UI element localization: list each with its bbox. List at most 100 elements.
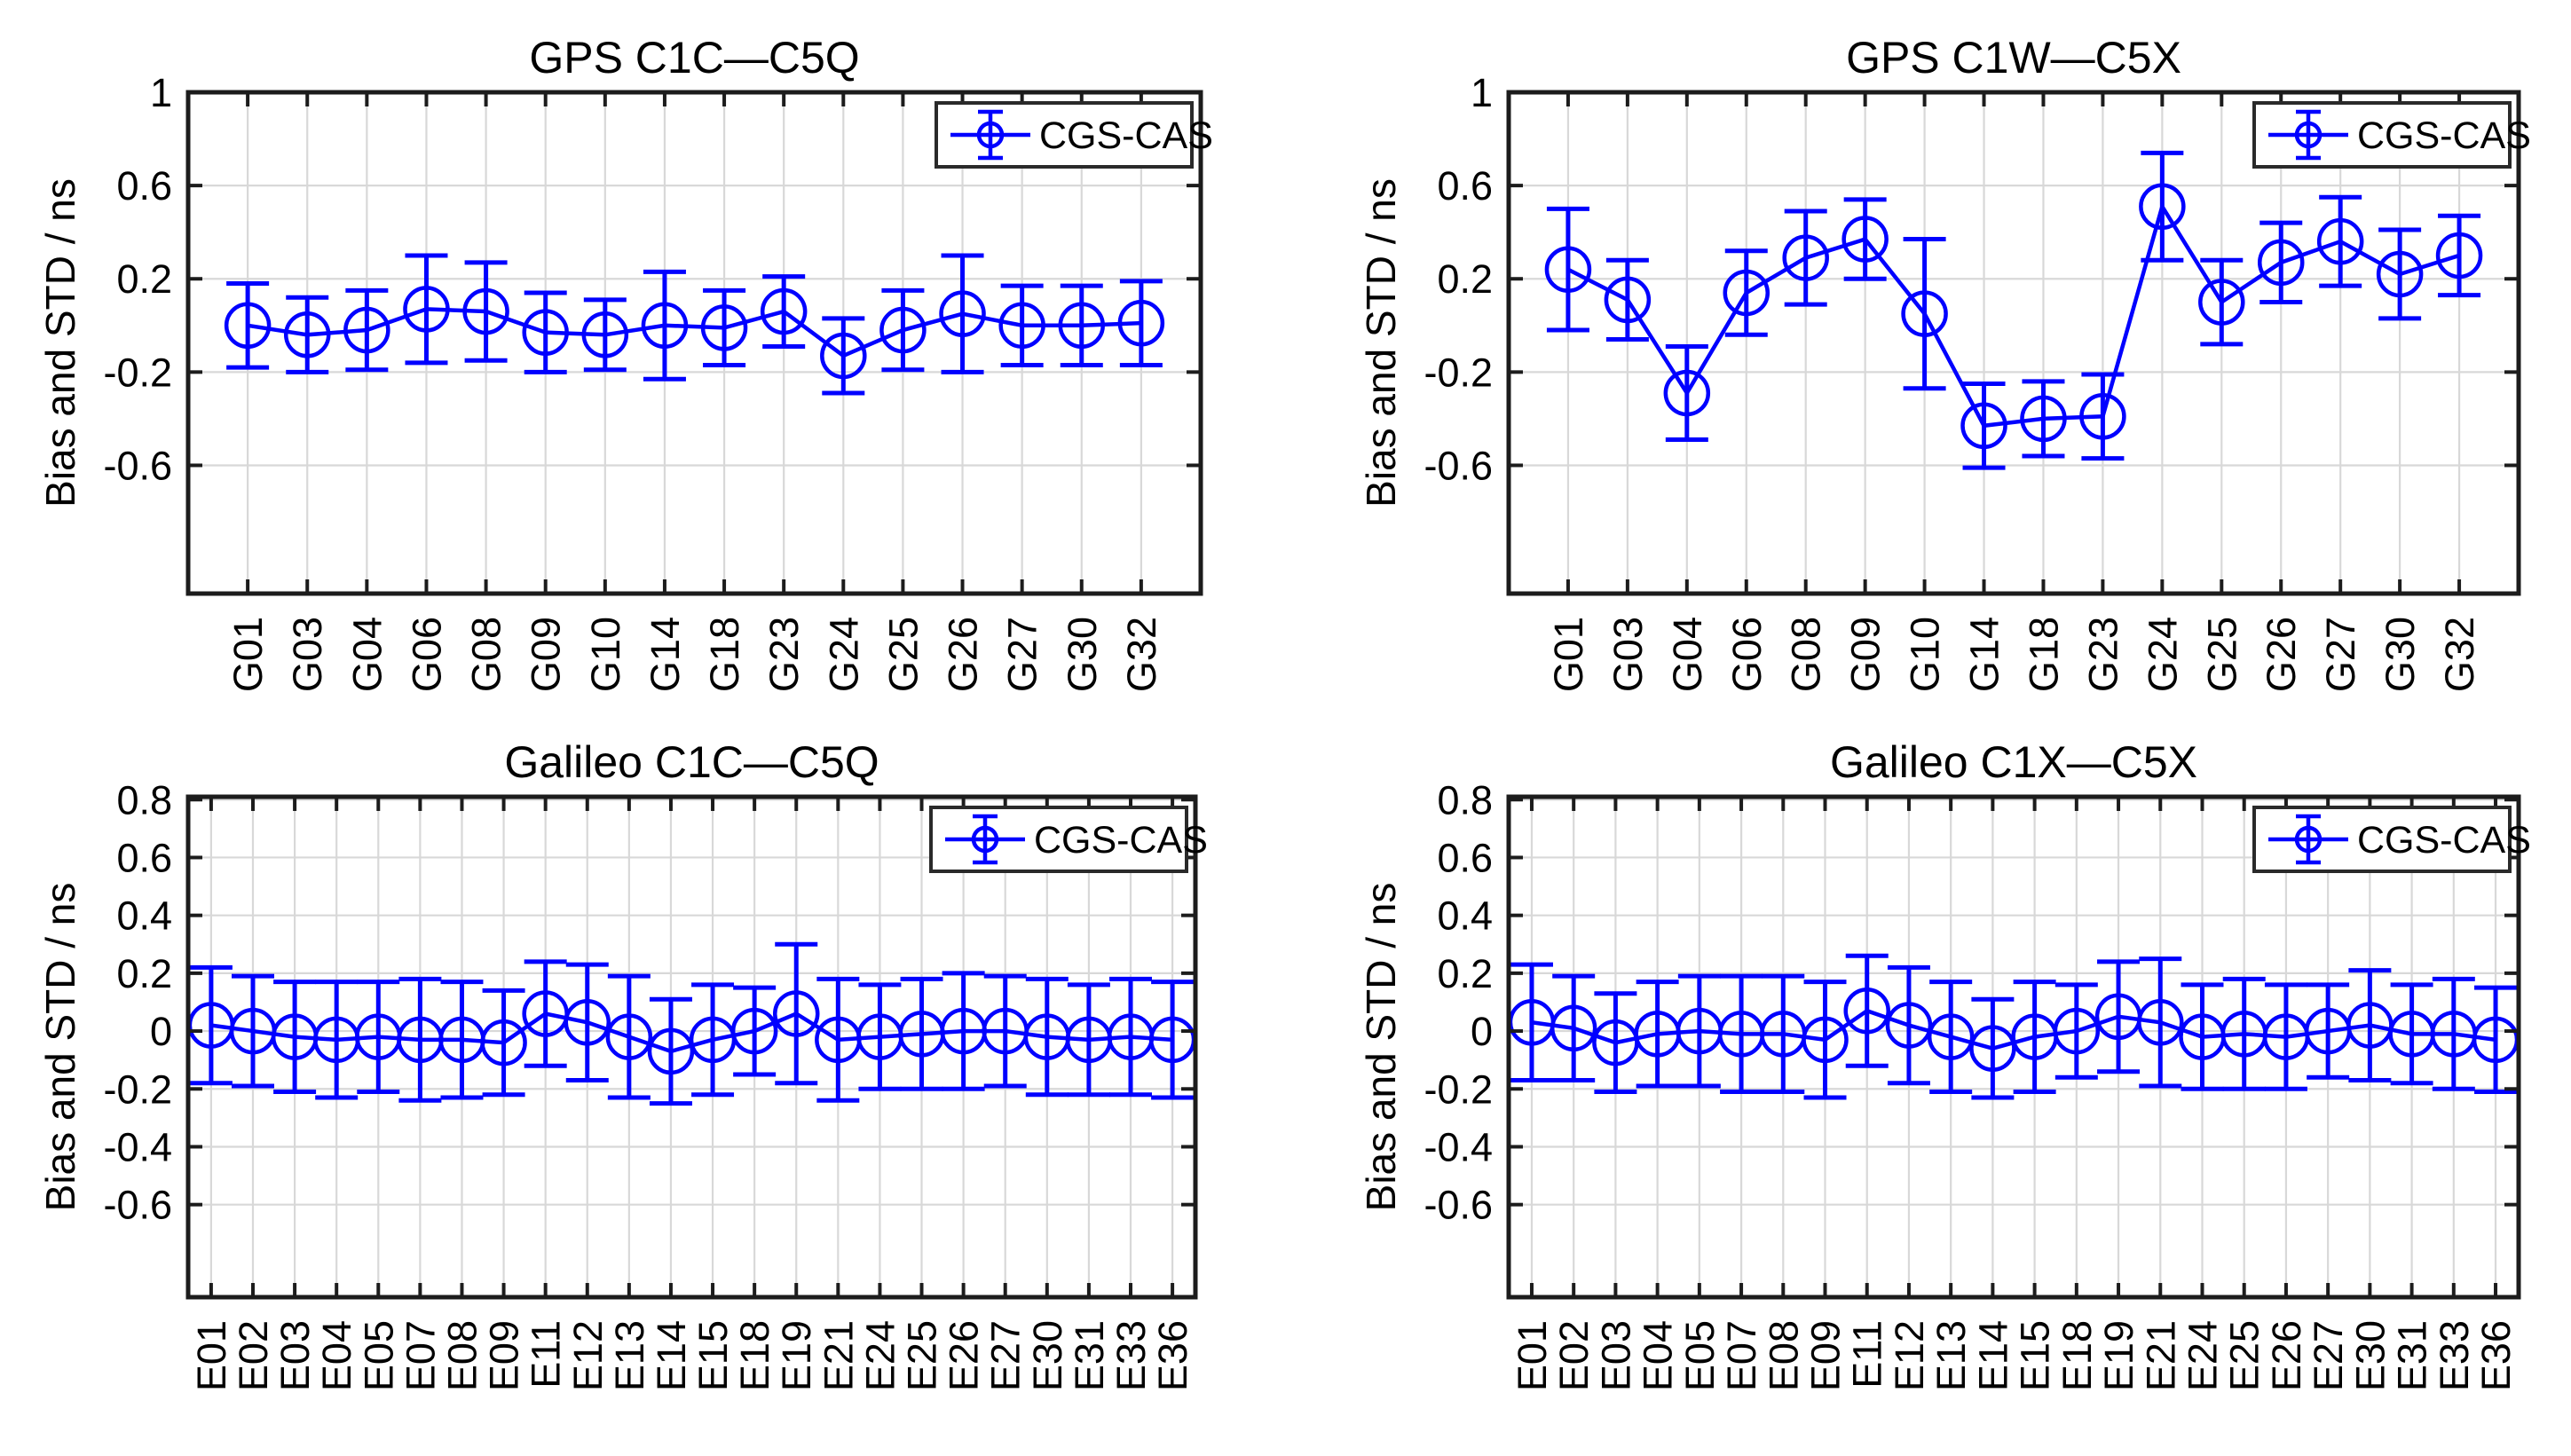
x-tick-label: G30: [1060, 617, 1105, 692]
y-tick-label: 1: [1471, 70, 1493, 115]
y-tick-label: -0.6: [103, 443, 172, 488]
x-tick-label: E26: [942, 1320, 987, 1391]
x-tick-label: G04: [344, 617, 390, 692]
x-tick-label: E02: [231, 1320, 276, 1391]
x-tick-label: E05: [1677, 1320, 1723, 1391]
x-tick-label: G25: [2199, 617, 2244, 692]
x-tick-label: G24: [821, 617, 866, 692]
y-tick-label: 0.2: [116, 951, 172, 996]
x-tick-label: E03: [1593, 1320, 1638, 1391]
x-tick-label: E08: [1761, 1320, 1806, 1391]
legend-label: CGS-CAS: [1034, 819, 1208, 862]
x-tick-label: E12: [1887, 1320, 1932, 1391]
x-tick-label: E19: [774, 1320, 819, 1391]
x-tick-label: G27: [1000, 617, 1045, 692]
tick-marks: [188, 797, 1195, 1297]
x-tick-label: E36: [1150, 1320, 1195, 1391]
data-series: [187, 941, 1196, 1106]
y-tick-labels: 0.8 0.6 0.4 0.2 0 -0.2 -0.4 -0.6: [1424, 777, 1493, 1227]
x-tick-label: G27: [2318, 617, 2363, 692]
x-tick-label: E02: [1551, 1320, 1597, 1391]
error-bars: [189, 941, 1195, 1106]
y-axis-label: Bias and STD / ns: [1358, 178, 1404, 508]
y-tick-labels: 1 0.6 0.2 -0.2 -0.6: [103, 70, 172, 488]
x-tick-label: E09: [482, 1320, 527, 1391]
legend-errorbar-icon: [950, 109, 1030, 161]
y-tick-label: 0.4: [116, 893, 172, 939]
x-tick-label: E25: [2222, 1320, 2267, 1391]
x-tick-label: E05: [356, 1320, 401, 1391]
y-tick-label: 0.6: [1437, 835, 1493, 880]
y-tick-label: 0.6: [116, 835, 172, 880]
plot-title: Galileo C1C—C5Q: [504, 737, 879, 787]
y-tick-label: 0.8: [1437, 777, 1493, 822]
x-tick-label: G18: [2021, 617, 2066, 692]
x-tick-label: G08: [1784, 617, 1829, 692]
axes: [185, 794, 1198, 1300]
legend-label: CGS-CAS: [2357, 114, 2531, 157]
y-tick-label: -0.2: [103, 350, 172, 395]
series-line: [247, 307, 1141, 358]
x-tick-label: G09: [524, 617, 569, 692]
x-tick-label: E11: [524, 1320, 569, 1389]
y-tick-label: -0.2: [1424, 350, 1493, 395]
x-tick-label: E33: [1108, 1320, 1154, 1391]
data-series: [224, 253, 1165, 396]
x-tick-label: E25: [900, 1320, 945, 1391]
x-tick-label: G26: [2259, 617, 2304, 692]
y-tick-label: -0.6: [103, 1183, 172, 1228]
y-axis-label: Bias and STD / ns: [37, 178, 83, 508]
y-tick-label: 0.6: [1437, 163, 1493, 209]
series-markers: [1508, 987, 2520, 1072]
x-tick-label: G32: [2437, 617, 2482, 692]
x-tick-label: E31: [2390, 1320, 2435, 1391]
y-tick-label: -0.6: [1424, 443, 1493, 488]
x-tick-label: E13: [607, 1320, 652, 1391]
x-tick-label: G01: [225, 617, 271, 692]
x-tick-label: G08: [464, 617, 509, 692]
x-tick-label: E13: [1928, 1320, 1974, 1391]
series-markers: [187, 990, 1196, 1075]
x-tick-labels: G01 G03 G04 G06 G08 G09 G10 G14 G18 G23 G24 G25 G26 G…: [225, 617, 1164, 692]
legend-errorbar-icon: [2268, 109, 2348, 161]
y-tick-label: 0.6: [116, 163, 172, 209]
y-tick-labels: 0.8 0.6 0.4 0.2 0 -0.2 -0.4 -0.6: [103, 777, 172, 1227]
x-tick-label: E33: [2432, 1320, 2477, 1391]
x-tick-label: E07: [398, 1320, 443, 1391]
y-axis-label: Bias and STD / ns: [1358, 883, 1404, 1212]
x-tick-label: G23: [2080, 617, 2125, 692]
legend-errorbar-icon: [945, 814, 1025, 865]
legend: CGS-CAS: [2252, 806, 2531, 873]
series-line: [1566, 201, 2460, 429]
plot-title: GPS C1W—C5X: [1846, 33, 2181, 83]
x-tick-label: E08: [439, 1320, 485, 1391]
x-tick-label: E18: [2054, 1320, 2100, 1391]
legend-label: CGS-CAS: [1039, 114, 1213, 157]
data-series: [1544, 150, 2483, 470]
y-tick-label: 0.2: [116, 256, 172, 302]
x-tick-label: E04: [314, 1320, 359, 1391]
y-tick-label: 0.8: [116, 777, 172, 822]
y-tick-label: 1: [150, 70, 172, 115]
x-tick-label: E24: [857, 1320, 903, 1391]
x-tick-label: E18: [732, 1320, 777, 1391]
y-tick-label: -0.4: [103, 1124, 172, 1169]
y-tick-label: 0.2: [1437, 951, 1493, 996]
x-tick-label: E27: [983, 1320, 1029, 1391]
x-tick-label: E27: [2306, 1320, 2351, 1391]
y-tick-label: -0.2: [103, 1066, 172, 1112]
x-tick-label: E30: [2347, 1320, 2393, 1391]
x-tick-label: G10: [583, 617, 628, 692]
x-tick-label: G09: [1843, 617, 1889, 692]
y-tick-labels: 1 0.6 0.2 -0.2 -0.6: [1424, 70, 1493, 488]
y-tick-label: -0.6: [1424, 1183, 1493, 1228]
plot-title: GPS C1C—C5Q: [529, 33, 859, 83]
x-tick-label: E31: [1067, 1320, 1112, 1391]
x-tick-label: E14: [649, 1320, 694, 1391]
x-tick-label: G14: [1962, 617, 2007, 692]
x-tick-label: E14: [1970, 1320, 2015, 1391]
y-tick-label: 0: [1471, 1009, 1493, 1054]
legend: CGS-CAS: [935, 101, 1213, 169]
y-tick-label: 0.4: [1437, 893, 1493, 939]
